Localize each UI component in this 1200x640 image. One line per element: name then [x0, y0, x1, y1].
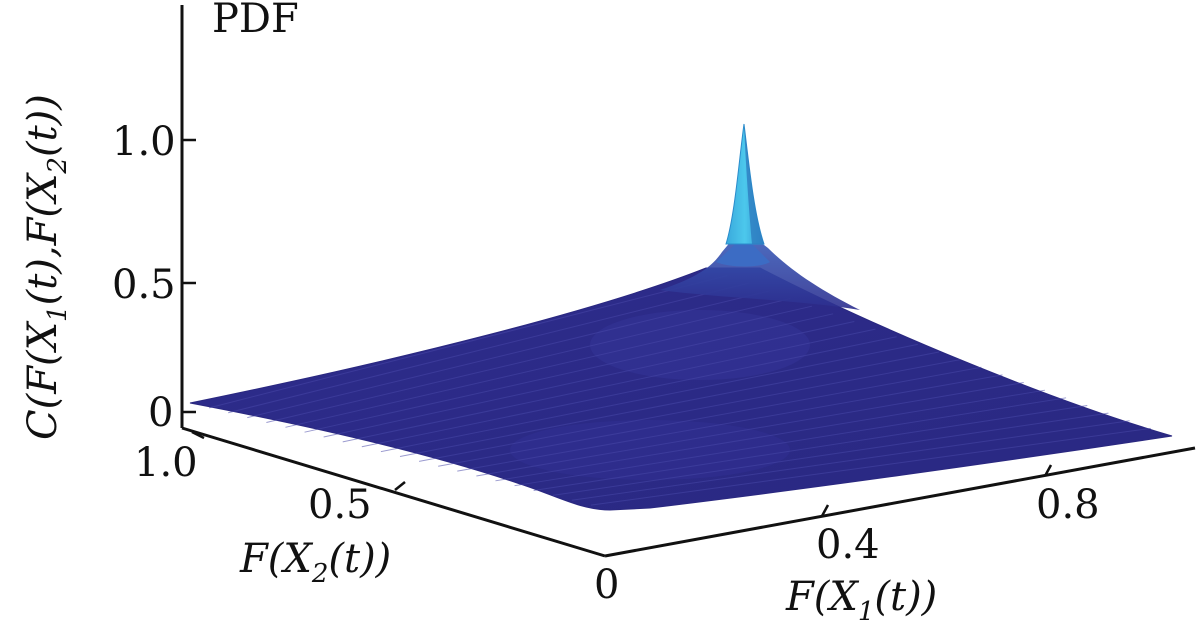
mesh-line: [266, 298, 791, 423]
mesh-line: [495, 389, 1045, 482]
mesh-line: [247, 290, 770, 419]
mesh-line: [418, 359, 961, 462]
mesh-line: [399, 351, 940, 457]
mesh-line: [533, 404, 1088, 492]
mesh-line: [323, 320, 855, 438]
x-tick-label-0-4: 0.4: [816, 522, 880, 568]
surface-peak-shade: [744, 124, 764, 244]
z-tick-label-0-5: 0.5: [112, 262, 176, 308]
y-axis-label-sub: 2: [311, 559, 329, 589]
z-axis-label-sub1: 1: [43, 305, 73, 322]
y-axis-label-pre: F(X: [239, 536, 313, 582]
x-tick-0-4: [820, 504, 830, 517]
mesh-line: [438, 366, 982, 467]
y-axis-label-post: (t)): [328, 536, 391, 582]
z-tick-label-0: 0: [148, 390, 173, 436]
pdf-surface: [189, 123, 1173, 511]
axes-frame: [180, 5, 1196, 558]
z-axis-label-post: (t)): [20, 94, 66, 157]
tick-marks: [182, 138, 1053, 517]
x-axis-line: [604, 446, 1196, 558]
x-tick-0-8: [1043, 464, 1053, 477]
mesh-line: [457, 374, 1003, 472]
y-tick-label-0-5: 0.5: [308, 482, 372, 528]
y-tick-label-1-0: 1.0: [134, 440, 198, 486]
z-axis-label-pre: C(F(X: [20, 320, 66, 440]
mesh-line: [342, 328, 876, 443]
z-tick-label-1-0: 1.0: [112, 119, 176, 165]
mesh-line: [380, 343, 918, 453]
z-axis-label-mid: (t),F(X: [20, 172, 66, 305]
mesh-line: [590, 427, 1151, 506]
mesh-line: [361, 336, 897, 448]
surface-mesh: [208, 275, 1151, 506]
x-axis-label: F(X1(t)): [785, 574, 937, 627]
z-axis-label-sub2: 2: [43, 157, 73, 175]
mesh-line: [571, 420, 1130, 501]
mesh-line: [285, 305, 813, 428]
x-tick-label-0-8: 0.8: [1036, 482, 1100, 528]
y-tick-0-5: [394, 481, 406, 491]
surface-patch-upper: [590, 310, 810, 380]
z-axis-label: C(F(X1(t),F(X2(t)): [20, 94, 73, 440]
y-axis-line: [181, 426, 606, 558]
mesh-line: [304, 313, 834, 433]
surface-ridge-mid: [716, 236, 770, 267]
y-tick-1-0: [191, 430, 205, 440]
y-axis-label: F(X2(t)): [239, 536, 391, 589]
mesh-line: [228, 282, 749, 414]
x-axis-label-post: (t)): [874, 574, 937, 620]
origin-label: 0: [594, 562, 619, 608]
panel-label: PDF: [212, 0, 299, 42]
mesh-line: [208, 275, 728, 409]
mesh-line: [476, 382, 1024, 477]
surface-patch-lower: [510, 420, 790, 480]
mesh-line: [552, 412, 1109, 496]
surface-ridge: [660, 228, 860, 310]
mesh-line: [514, 397, 1067, 487]
x-axis-label-pre: F(X: [785, 574, 859, 620]
x-axis-label-sub: 1: [858, 597, 875, 627]
